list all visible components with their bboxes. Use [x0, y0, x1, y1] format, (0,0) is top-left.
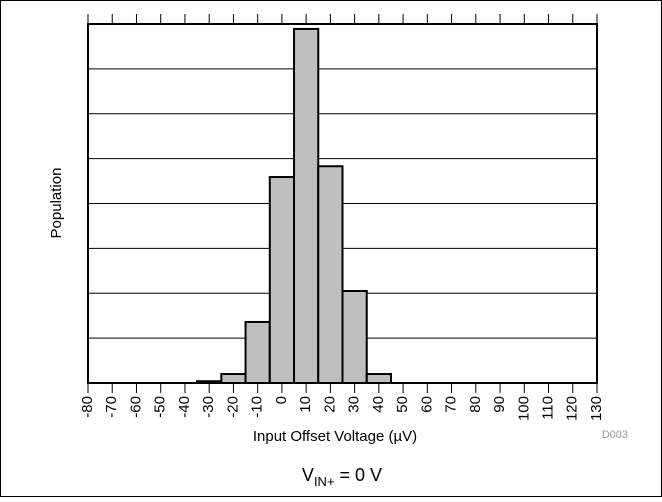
x-tick-label: 40 — [370, 396, 387, 413]
x-tick-label: 90 — [491, 396, 508, 413]
caption-rest: = 0 V — [335, 465, 383, 485]
x-tick-label: -10 — [249, 396, 266, 418]
x-tick-label: 70 — [443, 396, 460, 413]
x-tick-label: -60 — [127, 396, 144, 418]
x-tick-label: 0 — [273, 396, 290, 404]
caption: VIN+ = 0 V — [302, 465, 382, 489]
x-tick-label: 50 — [394, 396, 411, 413]
bar — [341, 290, 368, 385]
x-tick-label: 120 — [564, 396, 581, 421]
x-tick-label: -70 — [103, 396, 120, 418]
x-tick-label: 60 — [418, 396, 435, 413]
bar — [220, 373, 247, 384]
x-tick-label: -50 — [152, 396, 169, 418]
plot-border — [87, 23, 598, 384]
x-tick-label: 110 — [539, 396, 556, 420]
x-tick-label: 100 — [515, 396, 532, 421]
caption-sub: IN+ — [314, 474, 335, 489]
note: D003 — [602, 429, 628, 441]
x-tick-label: 80 — [467, 396, 484, 413]
x-axis-label: Input Offset Voltage (µV) — [253, 428, 417, 445]
y-axis-label: Population — [48, 168, 65, 239]
x-tick-label: -40 — [176, 396, 193, 418]
x-tick-label: 20 — [321, 396, 338, 413]
bar — [268, 176, 296, 384]
x-tick-label: -30 — [200, 396, 217, 418]
x-tick-label: 30 — [346, 396, 363, 413]
bar — [365, 373, 392, 384]
x-tick-label: -20 — [224, 396, 241, 418]
x-tick-label: 130 — [588, 396, 605, 421]
bar — [317, 165, 344, 384]
caption-main: V — [302, 465, 314, 485]
x-tick-label: -80 — [79, 396, 96, 418]
bar — [244, 320, 271, 384]
bar — [293, 27, 320, 385]
x-tick-label: 10 — [297, 396, 314, 413]
